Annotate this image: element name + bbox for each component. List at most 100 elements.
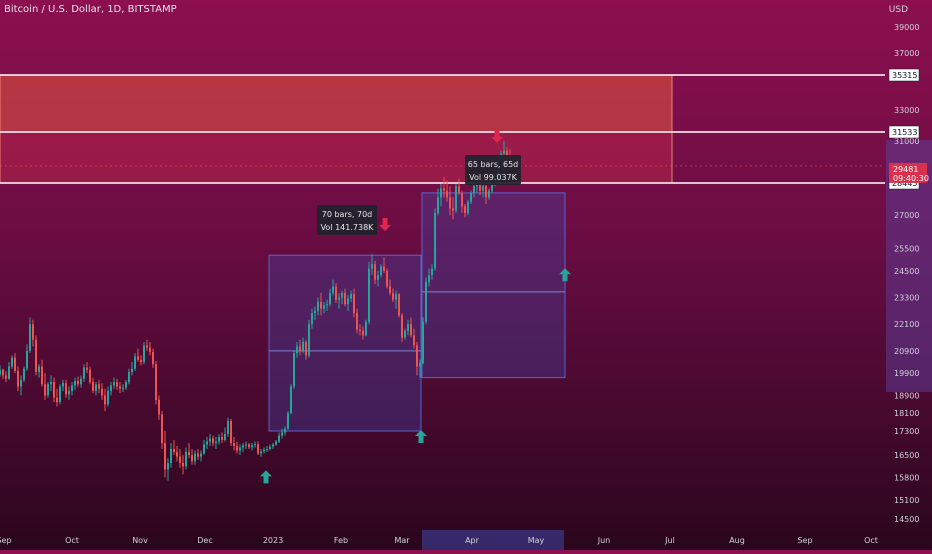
price-tick-label: 14500 <box>894 515 919 524</box>
candle-body <box>503 150 505 155</box>
time-tick-label: Jul <box>664 536 675 545</box>
candle-body <box>455 186 457 211</box>
time-tick-label: Feb <box>334 536 348 545</box>
price-tick-label: 31000 <box>894 137 919 146</box>
candle-body <box>20 379 22 387</box>
measure-vol-text: Vol 141.738K <box>321 223 375 232</box>
arrow-up-icon <box>559 268 571 282</box>
candle-body <box>344 293 346 305</box>
candle-body <box>101 388 103 396</box>
price-level-tag[interactable] <box>888 68 920 82</box>
currency-label: USD <box>888 5 908 15</box>
price-tick-label: 20900 <box>894 347 919 356</box>
candle-body <box>350 294 352 299</box>
candle-body <box>287 413 289 429</box>
candle-body <box>266 449 268 450</box>
arrow-shape <box>260 470 272 484</box>
time-tick-label: Dec <box>197 536 212 545</box>
candle-body <box>161 414 163 443</box>
candle-body <box>8 366 10 379</box>
candle-body <box>353 294 355 314</box>
measure-tooltip: 65 bars, 65d Vol 99.037K <box>465 155 521 185</box>
candle-body <box>119 386 121 389</box>
signal-arrows <box>260 129 571 484</box>
arrow-shape <box>379 218 391 232</box>
candle-body <box>323 305 325 309</box>
candle-body <box>185 452 187 467</box>
candle-body <box>254 444 256 446</box>
price-tick-label: 18900 <box>894 391 919 400</box>
candle-body <box>191 455 193 462</box>
candle-body <box>188 452 190 455</box>
candle-body <box>5 375 7 379</box>
price-tick-label: 22100 <box>894 320 919 329</box>
candle-body <box>428 275 430 282</box>
candle-body <box>335 286 337 300</box>
candle-body <box>458 186 460 193</box>
candle-body <box>233 443 235 446</box>
candle-body <box>95 384 97 391</box>
candle-body <box>0 369 1 375</box>
candle-body <box>125 382 127 388</box>
time-tick-label: 2023 <box>263 536 283 545</box>
time-tick-label: Sep <box>0 536 12 545</box>
candle-body <box>413 335 415 346</box>
candle-body <box>32 324 34 340</box>
candle-body <box>248 444 250 448</box>
candle-body <box>56 397 58 403</box>
price-level-tag[interactable] <box>888 125 920 139</box>
time-tick-label: Oct <box>864 536 878 545</box>
tooltip-bg <box>465 155 521 185</box>
candle-body <box>116 382 118 387</box>
candle-body <box>164 443 166 470</box>
arrow-shape <box>559 268 571 282</box>
time-tick-label: May <box>528 536 545 545</box>
price-level-tag-label: 28445 <box>892 179 917 188</box>
candle-body <box>488 190 490 198</box>
price-tick-label: 25500 <box>894 245 919 254</box>
candle-body <box>2 369 4 376</box>
candle-body <box>74 380 76 386</box>
candle-body <box>377 275 379 280</box>
candle-body <box>26 350 28 369</box>
candle-body <box>380 266 382 276</box>
candle-body <box>143 345 145 363</box>
measure-tooltip: 70 bars, 70d Vol 141.738K <box>317 205 377 235</box>
current-price-tag[interactable] <box>889 162 927 183</box>
candle-body <box>299 346 301 351</box>
candle-body <box>242 445 244 448</box>
candle-body <box>77 380 79 385</box>
candle-body <box>263 449 265 452</box>
candle-body <box>284 428 286 433</box>
arrow-down-icon <box>491 129 503 143</box>
current-price-label: 29481 <box>893 165 918 174</box>
candle-body <box>122 387 124 389</box>
candle-body <box>314 310 316 314</box>
candle-body <box>224 434 226 440</box>
candle-body <box>251 445 253 448</box>
candle-body <box>107 390 109 405</box>
candle-body <box>359 329 361 331</box>
candle-body <box>311 313 313 325</box>
candle-body <box>416 345 418 367</box>
candle-body <box>269 446 271 449</box>
candle-body <box>182 463 184 467</box>
candle-body <box>281 432 283 436</box>
candle-body <box>491 182 493 191</box>
measure-bars-text: 65 bars, 65d <box>468 160 519 169</box>
candle-body <box>227 420 229 434</box>
candle-body <box>53 382 55 398</box>
candle-body <box>50 382 52 385</box>
candle-body <box>308 324 310 356</box>
date-price-range-box[interactable] <box>268 254 422 432</box>
candle-body <box>194 453 196 462</box>
candle-body <box>305 341 307 356</box>
candle-body <box>296 346 298 354</box>
candle-body <box>38 366 40 373</box>
symbol-title[interactable]: Bitcoin / U.S. Dollar, 1D, BITSTAMP <box>4 4 177 15</box>
date-price-range-box[interactable] <box>421 192 566 379</box>
candle-body <box>137 356 139 360</box>
countdown-label: 09:40:30 <box>893 174 929 183</box>
